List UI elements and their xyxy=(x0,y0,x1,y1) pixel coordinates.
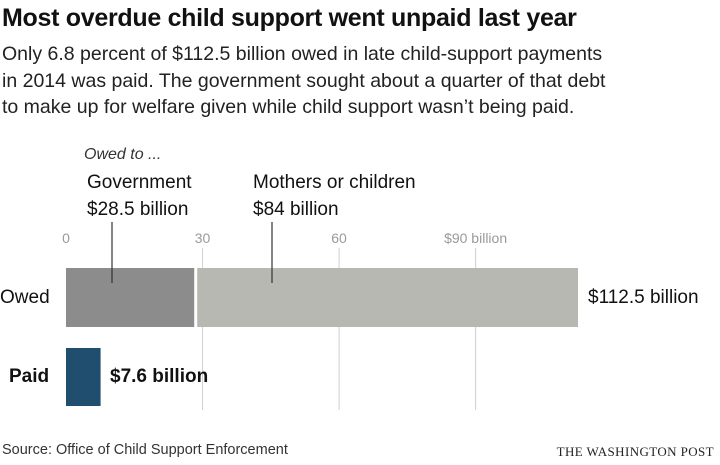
publisher-credit: THE WASHINGTON POST xyxy=(556,444,714,459)
government-label: Government xyxy=(87,172,192,193)
bars xyxy=(66,268,578,406)
tick-label-0: 0 xyxy=(62,230,70,246)
chart-subtitle: Only 6.8 percent of $112.5 billion owed … xyxy=(2,41,718,121)
tick-labels: 0 30 60 $90 billion xyxy=(62,230,507,246)
mothers-amount: $84 billion xyxy=(253,199,339,220)
owed-to-label: Owed to ... xyxy=(84,146,162,163)
mothers-label: Mothers or children xyxy=(253,172,416,193)
subtitle-line-3: to make up for welfare given while child… xyxy=(2,96,575,118)
source-note: Source: Office of Child Support Enforcem… xyxy=(2,442,288,458)
bar-owed-government xyxy=(66,268,196,327)
tick-label-30: 30 xyxy=(195,230,211,246)
paid-category-label: Paid xyxy=(9,366,50,387)
owed-value-label: $112.5 billion xyxy=(588,287,699,308)
government-amount: $28.5 billion xyxy=(87,199,189,220)
subtitle-line-1: Only 6.8 percent of $112.5 billion owed … xyxy=(2,43,603,65)
leader-lines xyxy=(111,222,273,283)
chart-title: Most overdue child support went unpaid l… xyxy=(2,4,577,32)
subtitle-line-2: in 2014 was paid. The government sought … xyxy=(2,69,606,92)
bar-owed-mothers-or-children xyxy=(195,268,578,327)
mothers-annotation: Mothers or children $84 billion xyxy=(253,169,416,223)
owed-category-label: Owed xyxy=(0,287,50,308)
paid-value-label: $7.6 billion xyxy=(110,366,209,387)
tick-label-90: $90 billion xyxy=(444,230,507,246)
government-annotation: Government $28.5 billion xyxy=(87,169,192,223)
bar-paid-paid xyxy=(66,348,101,406)
tick-label-60: 60 xyxy=(331,230,347,246)
